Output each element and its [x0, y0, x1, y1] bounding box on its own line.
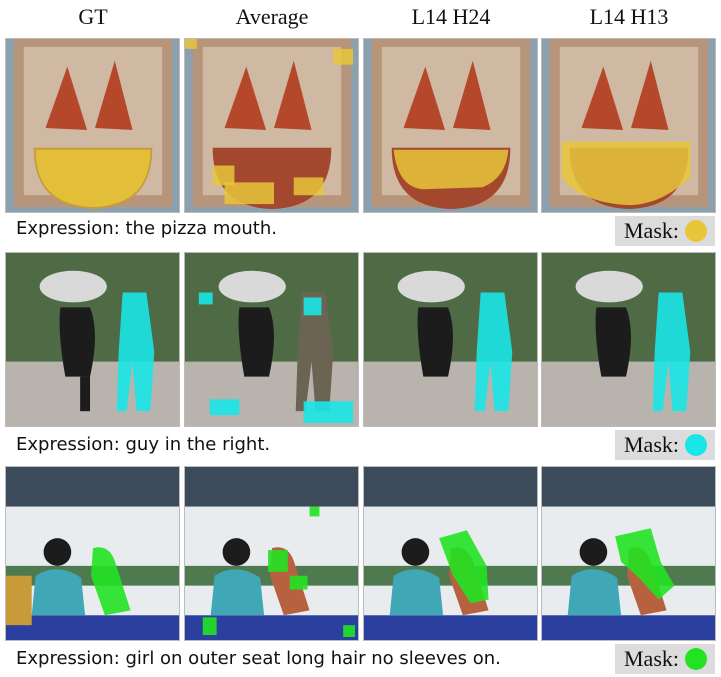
column-header-l14-h13: L14 H13 [589, 4, 669, 29]
mask-label: Mask: [624, 646, 679, 671]
mask-legend: Mask: [615, 216, 715, 246]
pizza-l14-h24-image [363, 38, 538, 213]
mask-swatch [685, 648, 707, 670]
boat-average-image [184, 466, 359, 641]
column-header-average: Average [235, 4, 309, 29]
pizza-gt-image [5, 38, 180, 213]
pizza-l14-h13-image [541, 38, 716, 213]
mask-legend: Mask: [615, 644, 715, 674]
boat-l14-h24-image [363, 466, 538, 641]
man-average-image [184, 252, 359, 427]
column-header-gt: GT [78, 4, 108, 29]
man-l14-h24-image [363, 252, 538, 427]
mask-swatch [685, 434, 707, 456]
expression-text: Expression: girl on outer seat long hair… [16, 648, 501, 669]
man-l14-h13-image [541, 252, 716, 427]
column-header-l14-h24: L14 H24 [411, 4, 491, 29]
boat-gt-image [5, 466, 180, 641]
expression-text: Expression: the pizza mouth. [16, 218, 277, 239]
man-gt-image [5, 252, 180, 427]
mask-label: Mask: [624, 432, 679, 457]
mask-label: Mask: [624, 218, 679, 243]
mask-legend: Mask: [615, 430, 715, 460]
mask-swatch [685, 220, 707, 242]
boat-l14-h13-image [541, 466, 716, 641]
expression-text: Expression: guy in the right. [16, 434, 271, 455]
pizza-average-image [184, 38, 359, 213]
